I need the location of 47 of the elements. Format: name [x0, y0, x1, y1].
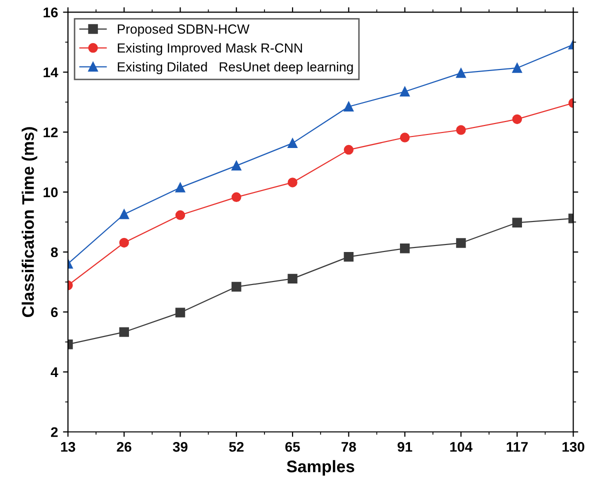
point: [400, 86, 410, 96]
y-tick-label: 16: [44, 8, 58, 18]
legend-label: Existing Improved Mask R-CNN: [118, 42, 302, 56]
point: [344, 252, 354, 262]
point: [232, 160, 242, 171]
point: [288, 178, 298, 188]
y-axis-title: Classification Time (ms): [22, 127, 38, 318]
x-tick-label: 26: [116, 442, 132, 452]
legend-label: Proposed SDBN-HCW: [118, 24, 250, 36]
point: [119, 209, 129, 220]
x-tick-label: 13: [61, 442, 76, 452]
point: [456, 238, 466, 248]
y-tick-label: 6: [51, 307, 58, 318]
y-tick-label: 12: [44, 127, 58, 138]
point: [119, 327, 129, 337]
x-axis-title: Samples: [286, 460, 354, 476]
y-tick-label: 10: [44, 187, 58, 198]
y-tick-label: 4: [50, 367, 58, 377]
point: [456, 125, 466, 135]
x-tick-label: 52: [229, 442, 244, 452]
point: [344, 144, 354, 155]
point: [288, 138, 298, 148]
x-tick-label: 104: [450, 442, 472, 452]
x-tick-label: 130: [562, 442, 584, 452]
point: [288, 274, 298, 284]
x-tick-label: 78: [342, 442, 356, 452]
point: [175, 308, 186, 318]
point: [175, 182, 186, 192]
point: [175, 210, 186, 220]
point: [232, 192, 242, 202]
x-tick-label: 91: [398, 442, 412, 452]
point: [400, 244, 410, 254]
point: [232, 282, 242, 292]
y-tick-label: 8: [50, 247, 58, 258]
x-tick-label: 65: [285, 442, 300, 452]
point: [400, 132, 410, 142]
point: [512, 218, 522, 228]
x-tick-label: 117: [506, 442, 528, 452]
legend-label: Existing Dilated ResUnet deep learning: [118, 62, 353, 74]
y-tick-label: 2: [51, 427, 58, 437]
point: [344, 102, 354, 112]
x-tick-label: 39: [172, 442, 188, 452]
point: [512, 63, 522, 73]
point: [119, 238, 129, 248]
point: [456, 68, 466, 78]
y-tick-label: 14: [44, 68, 58, 78]
point: [512, 114, 522, 124]
